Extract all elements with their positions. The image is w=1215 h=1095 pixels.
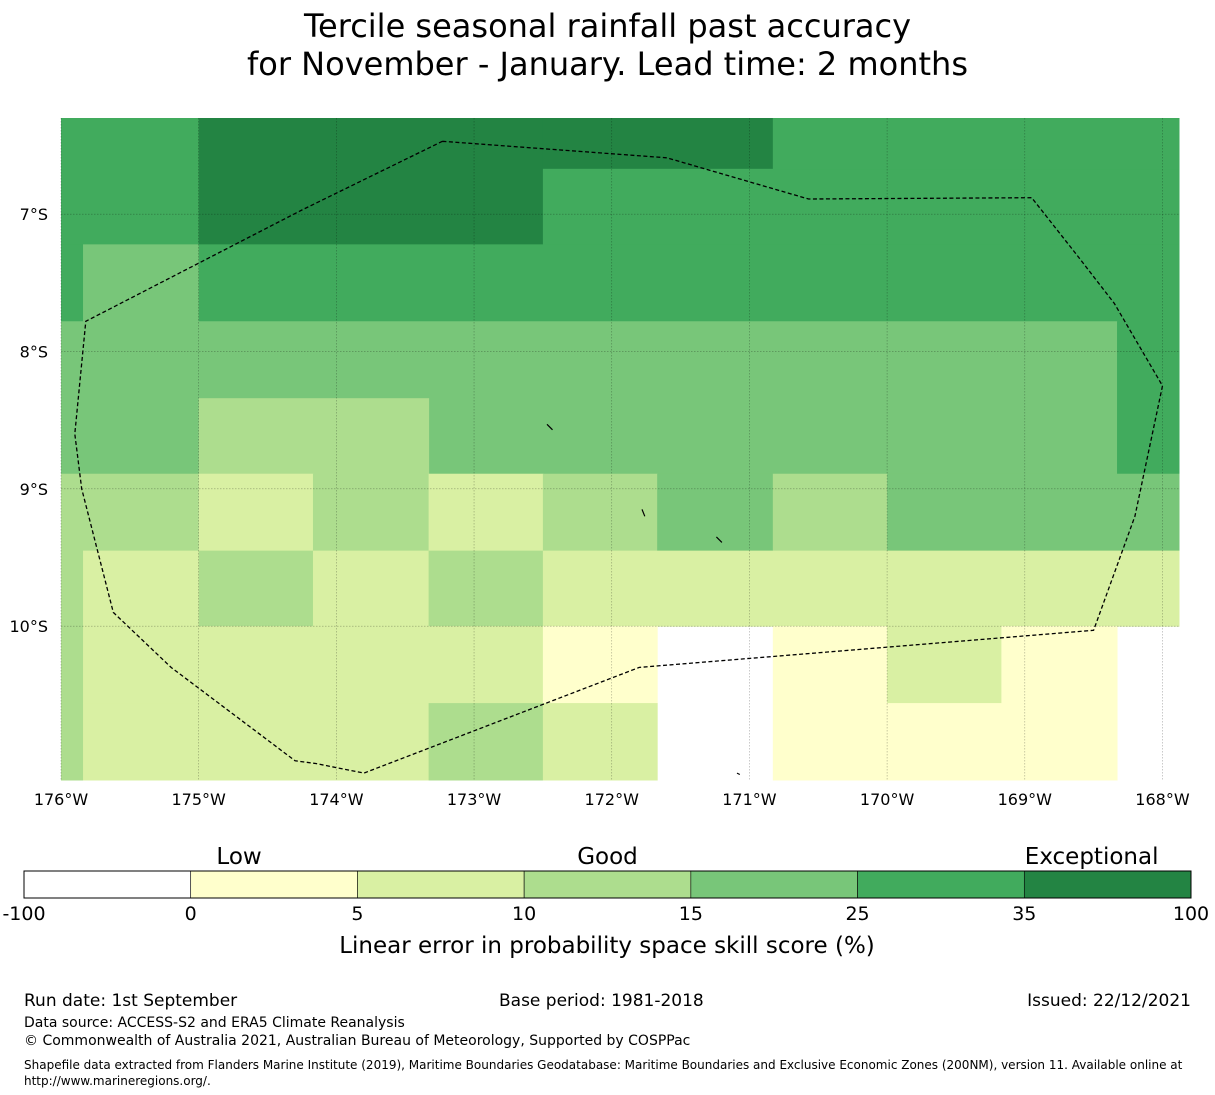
skill-cell xyxy=(198,473,314,552)
skill-cell xyxy=(83,703,430,781)
skill-cell xyxy=(61,473,200,552)
lon-tick-label: 176°W xyxy=(34,790,89,809)
skill-cell xyxy=(428,550,544,627)
colorbar-segment xyxy=(23,870,192,899)
skill-cell xyxy=(312,473,430,552)
skill-cell xyxy=(198,118,544,245)
lat-tick-label: 7°S xyxy=(20,205,48,224)
colorbar-tick-label: 5 xyxy=(351,903,363,925)
skill-cell xyxy=(83,244,200,322)
skill-cell xyxy=(83,626,544,704)
copyright: © Commonwealth of Australia 2021, Austra… xyxy=(24,1033,691,1049)
issued-date: Issued: 22/12/2021 xyxy=(1027,991,1191,1011)
map-axes: 176°W 175°W 174°W 173°W 172°W 171°W 170°W 169°W… xyxy=(9,205,1189,809)
skill-cell xyxy=(198,244,1180,322)
lat-tick-label: 9°S xyxy=(20,480,48,499)
lon-tick-label: 173°W xyxy=(447,790,502,809)
lon-tick-label: 168°W xyxy=(1135,790,1190,809)
skill-cell xyxy=(887,703,1002,781)
title-line-2: for November - January. Lead time: 2 mon… xyxy=(247,45,968,83)
lon-tick-label: 171°W xyxy=(722,790,777,809)
colorbar-tick-label: -100 xyxy=(2,903,45,925)
skill-cell xyxy=(542,118,774,170)
skill-cell xyxy=(61,244,84,322)
colorbar-tick-label: 25 xyxy=(845,903,869,925)
base-period: Base period: 1981-2018 xyxy=(499,991,704,1011)
title-line-1: Tercile seasonal rainfall past accuracy xyxy=(303,7,912,45)
data-source: Data source: ACCESS-S2 and ERA5 Climate … xyxy=(24,1015,405,1031)
colorbar-tick-label: 0 xyxy=(185,903,197,925)
island-outline xyxy=(715,536,723,543)
colorbar-category-label: Low xyxy=(216,844,261,870)
skill-cell xyxy=(198,398,430,475)
skill-cell xyxy=(61,118,200,245)
colorbar-segment xyxy=(190,870,358,899)
colorbar-segment xyxy=(523,870,692,899)
skill-cell xyxy=(542,550,1180,627)
skill-cell xyxy=(428,473,544,552)
lon-tick-label: 169°W xyxy=(998,790,1053,809)
run-date: Run date: 1st September xyxy=(24,991,238,1011)
skill-cell xyxy=(887,626,1002,704)
lat-tick-label: 10°S xyxy=(9,617,48,636)
lon-tick-label: 170°W xyxy=(860,790,915,809)
skill-cells xyxy=(61,118,1180,781)
colorbar-segment xyxy=(857,870,1025,899)
skill-cell xyxy=(542,168,1180,245)
skill-cell xyxy=(61,550,84,781)
colorbar-tick-label: 15 xyxy=(679,903,703,925)
colorbar-segment xyxy=(690,870,858,899)
colorbar-category-label: Good xyxy=(577,844,638,870)
skill-cell xyxy=(542,626,658,704)
skill-cell xyxy=(772,473,888,552)
island-outline xyxy=(736,772,741,776)
skill-cell xyxy=(542,703,658,781)
graticule xyxy=(60,118,1179,780)
skill-cell xyxy=(1117,321,1180,475)
skill-cell xyxy=(772,118,1180,170)
colorbar-category-label: Exceptional xyxy=(1025,844,1159,870)
skill-cell xyxy=(772,626,888,781)
skill-cell xyxy=(312,550,430,627)
colorbar-segment xyxy=(1023,870,1192,899)
lon-tick-label: 172°W xyxy=(585,790,640,809)
skill-cell xyxy=(83,550,200,627)
skill-cell xyxy=(657,473,774,552)
lat-tick-label: 8°S xyxy=(20,342,48,361)
lon-tick-label: 175°W xyxy=(172,790,227,809)
shapefile-credit: Shapefile data extracted from Flanders M… xyxy=(24,1058,1183,1088)
lon-tick-label: 174°W xyxy=(309,790,364,809)
colorbar-segment xyxy=(357,870,525,899)
colorbar-axis-label: Linear error in probability space skill … xyxy=(339,933,875,959)
colorbar-legend: -100 0 5 10 15 25 35 100 Low Good Exceptional Linea… xyxy=(2,844,1209,959)
colorbar-tick-label: 100 xyxy=(1173,903,1209,925)
island-outline xyxy=(546,423,553,431)
island-outline xyxy=(641,509,646,517)
skill-cell xyxy=(1001,626,1118,781)
colorbar-tick-label: 35 xyxy=(1012,903,1036,925)
colorbar-frame xyxy=(23,870,1192,899)
colorbar-tick-label: 10 xyxy=(512,903,536,925)
eez-boundary-line xyxy=(74,140,1164,774)
skill-cell xyxy=(198,550,314,627)
skill-cell xyxy=(887,473,1180,552)
eez-boundary xyxy=(74,140,1164,776)
skill-cell xyxy=(542,473,658,552)
skill-cell xyxy=(428,703,544,781)
